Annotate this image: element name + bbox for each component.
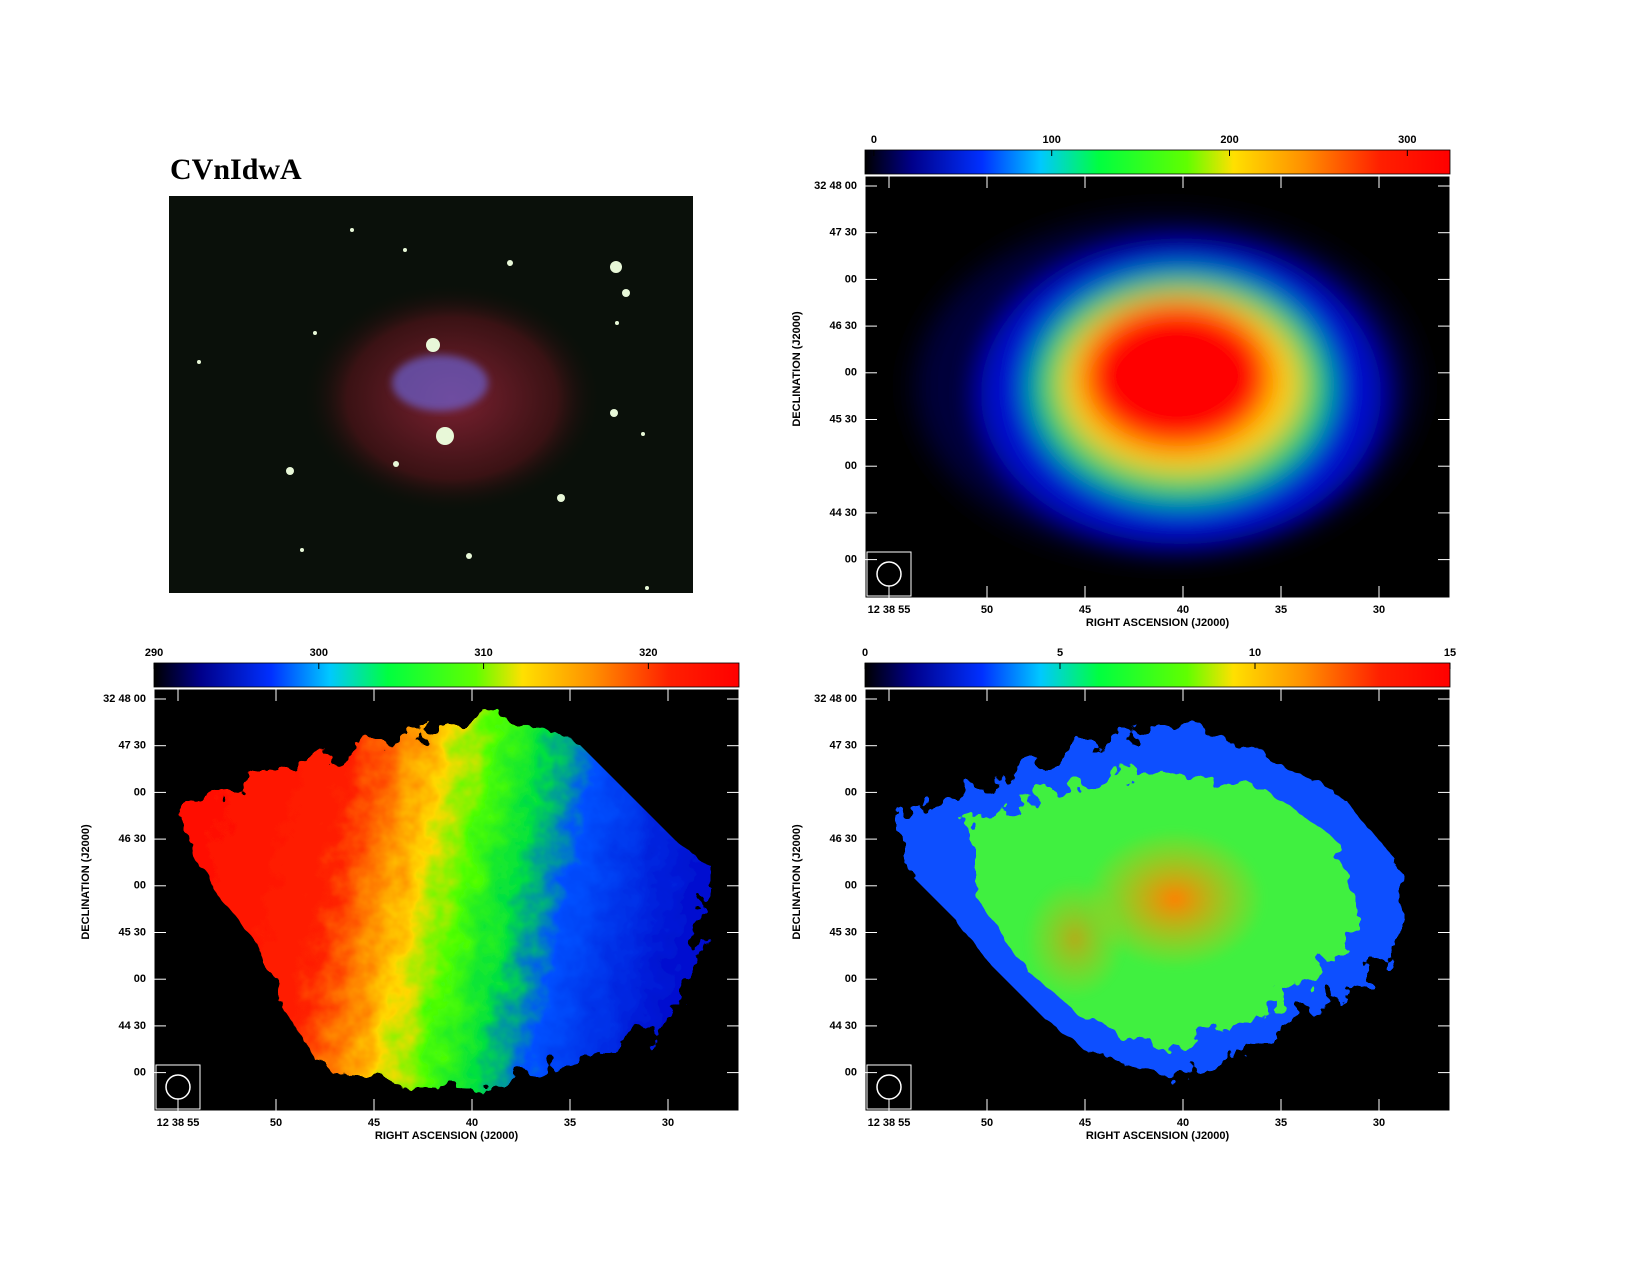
ra-tick-label: 30: [1373, 1117, 1385, 1129]
dec-tick-label: 00: [845, 554, 857, 566]
ra-tick-label: 50: [981, 1117, 993, 1129]
ra-tick-label: 30: [662, 1117, 674, 1129]
figure-title: CVnIdwA: [170, 153, 302, 186]
beam-box: [155, 1064, 201, 1110]
colorbar-tick-label: 320: [639, 647, 657, 659]
ra-axis-label: RIGHT ASCENSION (J2000): [375, 1130, 519, 1142]
plot-frame: [864, 688, 1451, 1112]
dec-tick-label: 47 30: [829, 227, 857, 239]
ra-tick-label: 12 38 55: [868, 1117, 911, 1129]
intensity-map: [865, 176, 1450, 598]
ra-axis-label: RIGHT ASCENSION (J2000): [1086, 1130, 1230, 1142]
dec-tick-label: 47 30: [829, 740, 857, 752]
colorbar-tick-label: 0: [862, 647, 868, 659]
ra-tick-label: 30: [1373, 604, 1385, 616]
dec-tick-label: 46 30: [829, 320, 857, 332]
plot-frame: [153, 688, 740, 1112]
dec-tick-label: 00: [845, 973, 857, 985]
colorbar-tick-label: 5: [1057, 647, 1063, 659]
plot-frame: [864, 175, 1451, 599]
dec-tick-label: 00: [134, 880, 146, 892]
ra-tick-label: 35: [1275, 1117, 1287, 1129]
dec-tick-label: 46 30: [829, 833, 857, 845]
dec-tick-label: 45 30: [829, 413, 857, 425]
colorbar: [864, 149, 1451, 175]
dec-tick-label: 00: [845, 786, 857, 798]
ra-tick-label: 45: [1079, 604, 1091, 616]
dec-tick-label: 47 30: [118, 740, 146, 752]
dec-tick-label: 44 30: [829, 507, 857, 519]
dec-tick-label: 32 48 00: [103, 693, 146, 705]
dec-tick-label: 46 30: [118, 833, 146, 845]
dec-tick-label: 32 48 00: [814, 693, 857, 705]
ra-tick-label: 50: [981, 604, 993, 616]
ra-axis-label: RIGHT ASCENSION (J2000): [1086, 617, 1230, 629]
velocity-map: [154, 689, 739, 1111]
dec-tick-label: 44 30: [829, 1020, 857, 1032]
dec-tick-label: 00: [845, 1067, 857, 1079]
ra-tick-label: 45: [1079, 1117, 1091, 1129]
beam: [876, 561, 902, 587]
dec-tick-label: 45 30: [829, 926, 857, 938]
ra-tick-label: 50: [270, 1117, 282, 1129]
ra-tick-label: 40: [466, 1117, 478, 1129]
dec-tick-label: 00: [845, 460, 857, 472]
beam-box: [866, 551, 912, 597]
ra-tick-label: 35: [564, 1117, 576, 1129]
dec-axis-label: DECLINATION (J2000): [791, 311, 803, 427]
colorbar-tick-label: 300: [1398, 134, 1416, 146]
panel: 0 5 10 15 32 48 00 47 30 00 46 30 00 45 30 00 44 30…: [791, 647, 1456, 1142]
panel: 290 300 310 320 32 48 00 47 30 00 46 30 00 45 30 0…: [80, 647, 740, 1142]
dec-tick-label: 00: [134, 973, 146, 985]
beam: [165, 1074, 191, 1100]
colorbar-tick-label: 300: [310, 647, 328, 659]
dec-tick-label: 00: [845, 880, 857, 892]
colorbar-tick-label: 100: [1043, 134, 1061, 146]
ra-tick-label: 45: [368, 1117, 380, 1129]
ra-tick-label: 12 38 55: [868, 604, 911, 616]
dec-tick-label: 45 30: [118, 926, 146, 938]
colorbar-tick-label: 0: [871, 134, 877, 146]
beam-box: [866, 1064, 912, 1110]
dec-tick-label: 00: [134, 786, 146, 798]
dec-axis-label: DECLINATION (J2000): [80, 824, 92, 940]
colorbar-tick-label: 15: [1444, 647, 1456, 659]
ra-tick-label: 35: [1275, 604, 1287, 616]
ra-tick-label: 40: [1177, 1117, 1189, 1129]
colorbar: [153, 662, 740, 688]
ra-tick-label: 40: [1177, 604, 1189, 616]
colorbar-tick-label: 310: [474, 647, 492, 659]
colorbar-tick-label: 200: [1220, 134, 1238, 146]
colorbar-tick-label: 10: [1249, 647, 1261, 659]
beam: [876, 1074, 902, 1100]
colorbar-tick-label: 290: [145, 647, 163, 659]
dec-tick-label: 00: [845, 273, 857, 285]
ra-tick-label: 12 38 55: [157, 1117, 200, 1129]
dec-tick-label: 00: [845, 367, 857, 379]
dec-tick-label: 00: [134, 1067, 146, 1079]
dec-tick-label: 44 30: [118, 1020, 146, 1032]
colorbar: [864, 662, 1451, 688]
dec-tick-label: 32 48 00: [814, 180, 857, 192]
optical-image: [169, 196, 693, 593]
panel: 0 100 200 300 32 48 00 47 30 00 46 30 00 45 30 00 4…: [791, 134, 1451, 629]
dispersion-map: [865, 689, 1450, 1111]
dec-axis-label: DECLINATION (J2000): [791, 824, 803, 940]
